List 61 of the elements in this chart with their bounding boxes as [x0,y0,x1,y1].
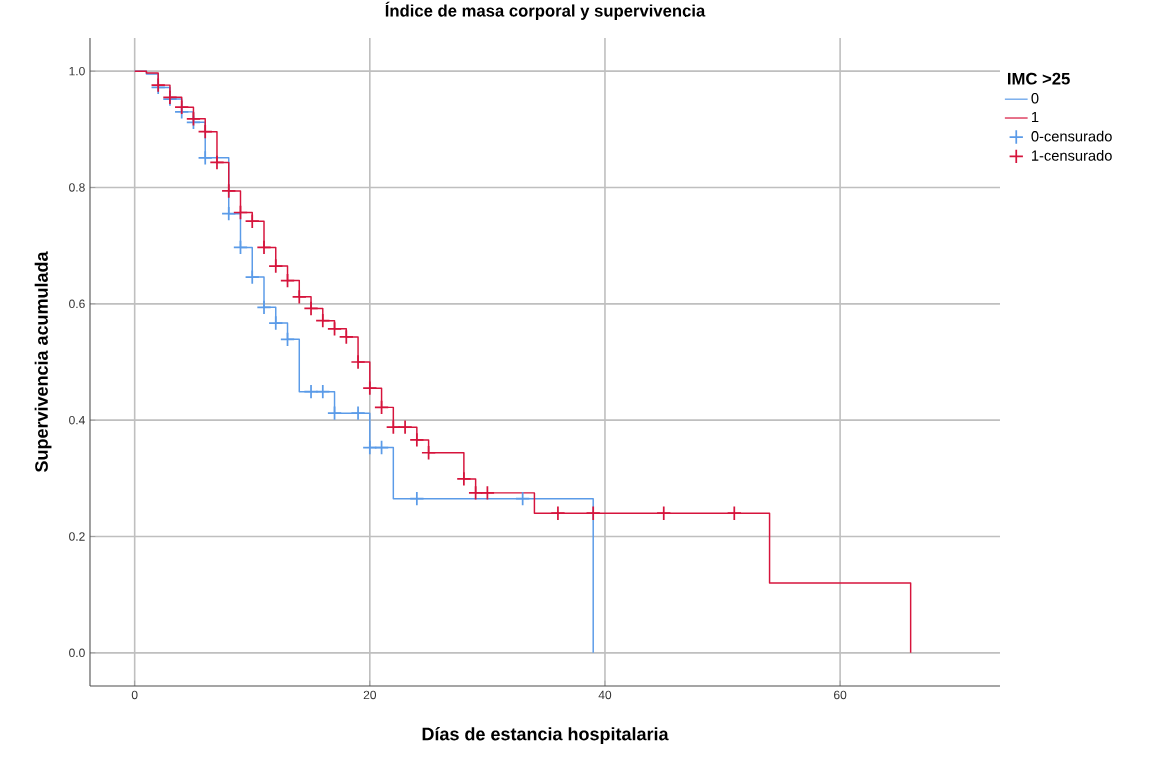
point [315,313,331,329]
point [303,300,319,317]
point [374,399,390,415]
x-tick-label: 40 [598,690,612,700]
y-tick-label: 0.6 [69,299,85,309]
point [232,204,249,221]
point [468,485,484,501]
point [409,491,425,507]
point [479,485,495,501]
point [362,439,378,456]
point [291,289,307,305]
point [385,419,401,435]
point [397,419,413,435]
x-tick-label: 20 [363,690,377,700]
point [726,505,742,521]
legend-label: 0-censurado [1031,130,1112,142]
point [456,471,472,487]
point [409,432,425,448]
point [221,183,237,199]
point [209,154,225,171]
x-tick-label: 0 [131,690,138,700]
point [656,505,672,521]
point [327,321,343,337]
point [515,491,531,507]
point [550,505,566,521]
point [197,150,213,166]
point [585,505,601,521]
point [303,384,319,400]
point [232,239,249,255]
legend-label: 1 [1032,111,1039,123]
point [197,124,213,140]
y-axis-title: Supervivencia acumulada [34,251,52,473]
point [374,439,390,456]
legend-title: IMC >25 [1008,72,1070,85]
legend-label: 0 [1031,93,1039,104]
y-tick-label: 0.8 [69,183,85,192]
x-axis-title: Días de estancia hospitalaria [422,727,669,744]
y-tick-label: 1.0 [69,66,85,76]
point [244,269,260,285]
point [256,299,272,315]
point [338,329,354,345]
chart-title: Índice de masa corporal y supervivencia [385,1,706,20]
point [421,445,437,461]
point [279,273,296,289]
legend-label: 1-censurado [1032,150,1112,161]
point [350,405,366,421]
y-tick-label: 0.2 [69,532,85,541]
point [268,258,284,274]
point [268,315,284,331]
point [279,331,296,347]
point [221,206,237,222]
point [327,405,343,421]
y-tick-label: 0.0 [69,648,85,658]
point [244,213,260,229]
point [362,380,378,396]
point [315,384,331,400]
y-tick-label: 0.4 [69,415,85,425]
point [256,239,272,255]
point [350,354,366,370]
x-tick-label: 60 [834,690,847,700]
point [174,99,190,115]
